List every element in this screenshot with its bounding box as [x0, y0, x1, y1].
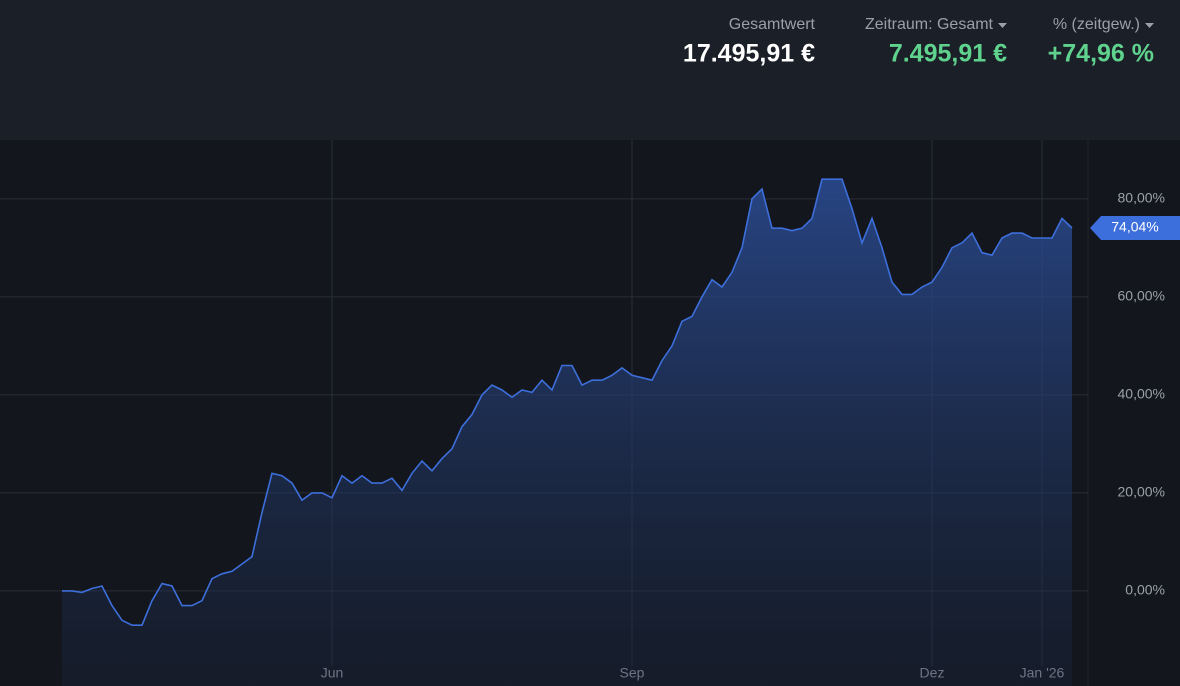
caret[interactable] [998, 23, 1007, 28]
total-label: Gesamtwert [729, 16, 816, 33]
value-tag [1090, 216, 1180, 241]
period-value: 7.495,91 € [889, 40, 1007, 68]
area-fill [62, 179, 1072, 686]
return-value: +74,96 % [1048, 40, 1154, 68]
y-tick-label: 80,00% [1118, 190, 1165, 206]
caret[interactable] [1145, 23, 1154, 28]
header [0, 0, 1180, 140]
total-value: 17.495,91 € [683, 40, 815, 68]
y-tick-label: 40,00% [1118, 386, 1165, 402]
y-tick-label: 0,00% [1125, 582, 1165, 598]
line [62, 178, 1073, 626]
period-dropdown[interactable]: Zeitraum: Gesamt [865, 16, 1007, 33]
value-label: 74,04% [1111, 219, 1158, 235]
y-tick-label: 20,00% [1118, 484, 1165, 500]
period-label[interactable]: Zeitraum: Gesamt [865, 16, 994, 33]
return-dropdown[interactable]: % (zeitgew.) [1053, 16, 1154, 33]
y-tick-label: 60,00% [1118, 288, 1165, 304]
return-label[interactable]: % (zeitgew.) [1053, 16, 1140, 33]
